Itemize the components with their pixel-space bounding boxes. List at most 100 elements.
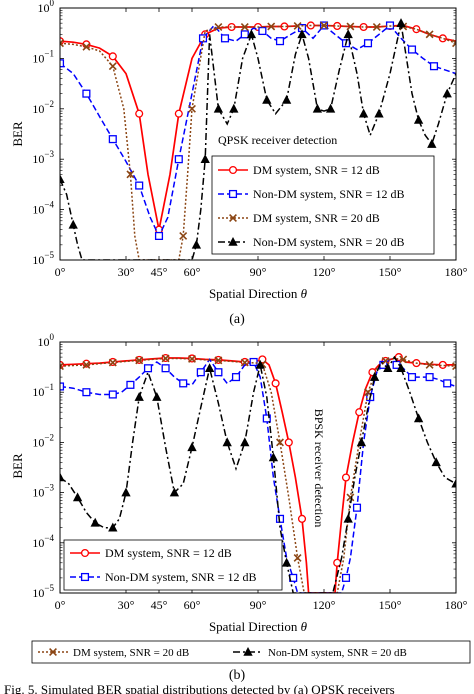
data-point xyxy=(135,356,144,365)
data-point xyxy=(293,22,302,30)
data-point xyxy=(297,514,307,523)
data-point xyxy=(204,363,215,373)
data-point xyxy=(276,438,284,447)
data-point xyxy=(280,22,289,31)
x-tick-label: 45° xyxy=(151,598,168,612)
data-point xyxy=(343,29,353,39)
data-point xyxy=(442,88,452,98)
data-point xyxy=(413,413,424,423)
data-point xyxy=(346,493,355,502)
y-tick-label: 10−2 xyxy=(32,99,54,116)
x-tick-label: 180° xyxy=(445,598,468,612)
data-point xyxy=(425,360,434,369)
data-point xyxy=(60,174,65,184)
data-point xyxy=(275,37,285,46)
legend-marker xyxy=(228,165,238,175)
y-tick-label: 10−1 xyxy=(32,382,54,399)
legend-marker xyxy=(80,548,90,558)
data-point xyxy=(188,104,196,113)
x-tick-label: 30° xyxy=(118,598,135,612)
data-point xyxy=(108,135,117,144)
data-point xyxy=(152,392,162,401)
data-point xyxy=(169,487,180,497)
x-tick-label: 90° xyxy=(250,265,267,279)
data-point xyxy=(60,472,65,482)
data-point xyxy=(358,108,369,118)
data-point xyxy=(200,154,210,163)
data-point xyxy=(240,437,250,447)
data-point xyxy=(431,457,441,467)
data-point xyxy=(343,513,353,523)
series-3 xyxy=(60,355,456,593)
legend-entry: Non-DM system, SNR = 12 dB xyxy=(218,187,404,201)
data-point xyxy=(121,487,131,497)
legend-marker xyxy=(49,648,57,656)
panel-a-label: (a) xyxy=(229,312,245,327)
data-point xyxy=(135,109,144,118)
panel-b-bottom-legend: DM system, SNR = 20 dB Non-DM system, SNR… xyxy=(31,640,471,664)
x-tick-label: 150° xyxy=(379,598,402,612)
y-tick-label: 10−5 xyxy=(32,250,54,267)
data-point xyxy=(214,23,223,31)
x-tick-label: 180° xyxy=(445,265,468,279)
panel-b-annotation: BPSK receiver detection xyxy=(312,409,326,528)
data-point xyxy=(425,30,434,39)
data-point xyxy=(297,29,307,39)
data-point xyxy=(341,473,351,482)
data-point xyxy=(452,362,456,371)
data-point xyxy=(240,30,249,39)
legend-box xyxy=(211,155,435,255)
data-point xyxy=(222,437,232,447)
legend-entry: Non-DM system, SNR = 20 dB xyxy=(233,646,407,659)
data-point xyxy=(126,170,135,179)
series-line xyxy=(60,357,456,593)
figure-caption: Fig. 5. Simulated BER spatial distributi… xyxy=(4,682,395,694)
legend-box xyxy=(63,539,283,591)
x-tick-label: 0° xyxy=(55,265,66,279)
y-tick-label: 10−2 xyxy=(32,432,54,449)
y-tick-label: 10−1 xyxy=(32,48,54,65)
data-point xyxy=(229,103,239,113)
y-tick-label: 100 xyxy=(38,0,55,15)
data-point xyxy=(60,382,65,391)
data-point xyxy=(60,39,64,48)
y-tick-label: 100 xyxy=(38,332,55,349)
data-point xyxy=(429,62,439,71)
panel-b-label: (b) xyxy=(229,668,246,683)
data-point xyxy=(262,414,271,423)
y-tick-label: 10−3 xyxy=(32,149,54,166)
data-point xyxy=(325,103,336,113)
data-point xyxy=(399,355,408,364)
data-point xyxy=(413,114,424,124)
legend-label: DM system, SNR = 20 dB xyxy=(73,647,189,659)
panel-b-frame xyxy=(59,341,457,594)
data-point xyxy=(90,517,100,527)
data-point xyxy=(82,42,91,51)
legend-label: Non-DM system, SNR = 20 dB xyxy=(253,235,404,249)
data-point xyxy=(191,239,202,249)
caption-label: Fig. 5. xyxy=(4,682,38,694)
data-point xyxy=(281,557,292,567)
panel-b-xlabel-text: Spatial Direction xyxy=(209,619,298,634)
panel-a: 10−5 10−4 10−3 10−2 10−1 100 0° 30° 45° 60° 90° 120… xyxy=(10,0,468,327)
data-point xyxy=(240,358,249,367)
panel-b-xlabel-symbol: θ xyxy=(301,619,308,634)
x-tick-label: 120° xyxy=(313,265,336,279)
panel-b-legend: DM system, SNR = 12 dB Non-DM system, SNR… xyxy=(63,539,283,591)
panel-a-axes: 10−5 10−4 10−3 10−2 10−1 100 0° 30° 45° 60° 90° 120… xyxy=(32,0,467,279)
legend-entry: DM system, SNR = 20 dB xyxy=(38,647,189,659)
x-tick-label: 60° xyxy=(184,598,201,612)
x-tick-label: 90° xyxy=(250,598,267,612)
data-point xyxy=(356,437,367,447)
data-point xyxy=(407,45,417,54)
data-point xyxy=(438,360,447,369)
series-3 xyxy=(60,18,456,260)
data-point xyxy=(412,25,421,34)
x-tick-label: 150° xyxy=(379,265,402,279)
legend-marker xyxy=(228,189,238,199)
data-point xyxy=(220,34,230,43)
y-tick-label: 10−4 xyxy=(32,533,54,550)
data-point xyxy=(246,29,257,39)
legend-marker xyxy=(243,646,253,656)
